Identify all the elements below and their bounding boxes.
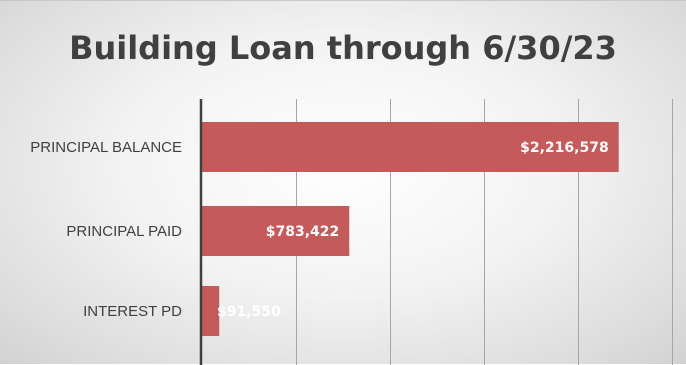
bar-2 [202,286,220,336]
chart-title: Building Loan through 6/30/23 [69,29,617,67]
category-label-1: PRINCIPAL PAID [66,223,182,240]
bar-1 [202,206,350,256]
value-label-1: $783,422 [266,224,340,240]
bar-0 [202,122,619,172]
category-label-2: INTEREST PD [83,303,182,320]
value-label-2: $91,550 [217,304,281,320]
category-label-0: PRINCIPAL BALANCE [30,139,182,156]
value-label-0: $2,216,578 [520,140,609,156]
